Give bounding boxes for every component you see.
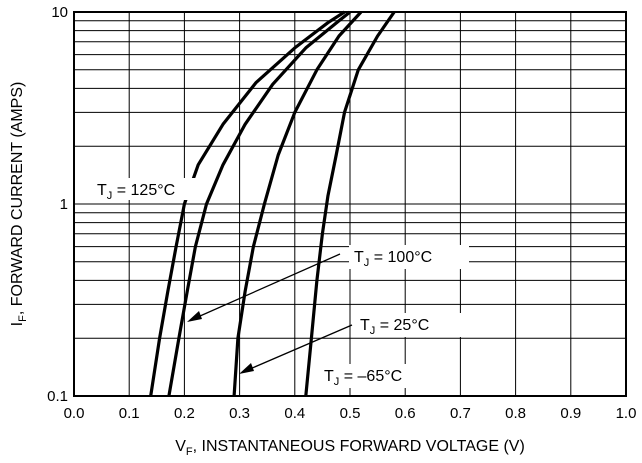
- arrow-25c-head: [239, 363, 254, 374]
- series-line-1: [167, 10, 351, 397]
- annotation-minus65c-sub: J: [334, 376, 340, 388]
- annotation-100c: TJ = 100°C: [349, 245, 469, 269]
- annotation-25c-sub: J: [370, 325, 376, 337]
- annotation-25c-rest: = 25°C: [375, 317, 429, 334]
- x-axis-title: VF, INSTANTANEOUS FORWARD VOLTAGE (V): [175, 438, 525, 458]
- series-line-3: [304, 11, 396, 397]
- y-axis-title-rest: , FORWARD CURRENT (AMPS): [9, 82, 26, 315]
- annotation-minus65c: TJ = –65°C: [320, 364, 440, 388]
- y-axis-title: IF, FORWARD CURRENT (AMPS): [9, 82, 29, 327]
- arrow-25c: [242, 324, 353, 373]
- x-tick-label: 0.5: [340, 405, 361, 422]
- y-tick-labels: 0.1 1 10: [47, 4, 68, 405]
- y-axis-title-sub: F: [17, 315, 29, 322]
- annotation-minus65c-main: T: [324, 368, 334, 385]
- x-tick-label: 0.7: [450, 405, 471, 422]
- series-line-0: [149, 10, 346, 397]
- svg-text:TJ = 100°C: TJ = 100°C: [354, 249, 432, 269]
- annotation-125c: TJ = 125°C: [94, 178, 204, 202]
- annotation-125c-main: T: [97, 182, 107, 199]
- y-tick-label: 0.1: [47, 388, 68, 405]
- y-tick-label: 1: [60, 196, 68, 213]
- x-tick-label: 0.1: [119, 405, 140, 422]
- x-tick-label: 0.2: [174, 405, 195, 422]
- annotation-100c-main: T: [354, 249, 364, 266]
- x-tick-label: 0.6: [395, 405, 416, 422]
- grid: [74, 12, 626, 396]
- x-axis-title-main: V: [175, 438, 186, 455]
- annotation-minus65c-rest: = –65°C: [339, 368, 402, 385]
- x-tick-label: 0.9: [560, 405, 581, 422]
- svg-text:TJ = –65°C: TJ = –65°C: [324, 368, 402, 388]
- x-tick-label: 0.0: [64, 405, 85, 422]
- annotation-100c-sub: J: [364, 257, 370, 269]
- x-axis-title-sub: F: [186, 446, 193, 458]
- annotation-125c-rest: = 125°C: [112, 182, 175, 199]
- annotation-25c-main: T: [360, 317, 370, 334]
- arrow-100c: [190, 253, 341, 321]
- series-curves: [149, 10, 396, 397]
- x-tick-label: 0.4: [284, 405, 305, 422]
- x-tick-label: 0.8: [505, 405, 526, 422]
- annotation-125c-sub: J: [107, 190, 113, 202]
- annotation-25c: TJ = 25°C: [355, 313, 465, 337]
- x-tick-label: 1.0: [616, 405, 637, 422]
- arrow-100c-head: [187, 311, 202, 322]
- x-tick-labels: 0.0 0.1 0.2 0.3 0.4 0.5 0.6 0.7 0.8 0.9 1.0: [64, 405, 637, 422]
- svg-text:TJ = 125°C: TJ = 125°C: [97, 182, 175, 202]
- x-axis-title-rest: , INSTANTANEOUS FORWARD VOLTAGE (V): [193, 438, 525, 455]
- y-tick-label: 10: [51, 4, 68, 21]
- series-line-2: [232, 10, 363, 397]
- x-tick-label: 0.3: [229, 405, 250, 422]
- y-axis-title-main: I: [9, 322, 26, 326]
- svg-text:TJ = 25°C: TJ = 25°C: [360, 317, 429, 337]
- annotation-100c-rest: = 100°C: [369, 249, 432, 266]
